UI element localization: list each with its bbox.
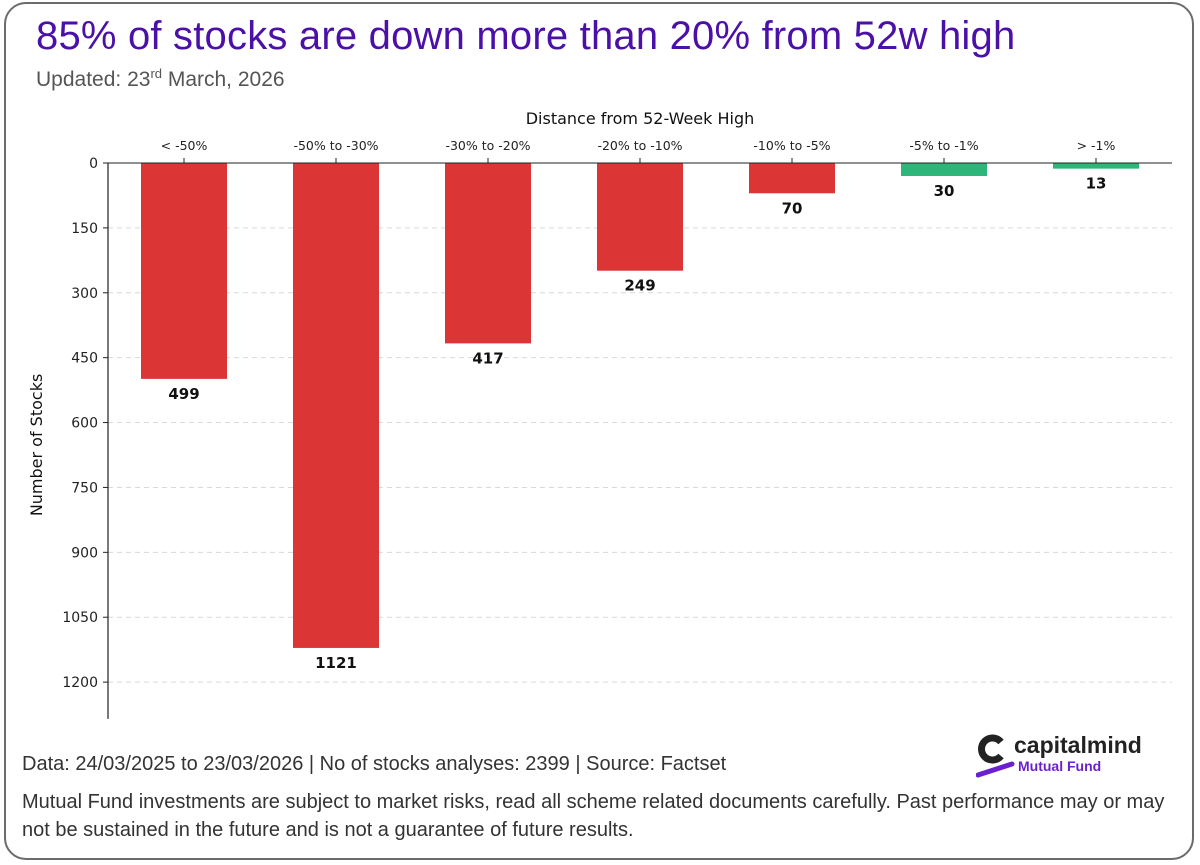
capitalmind-logo-icon — [978, 734, 1004, 764]
chart-card — [4, 2, 1194, 860]
updated-prefix: Updated: 23 — [36, 68, 151, 91]
bar-value-label: 1121 — [315, 654, 357, 672]
bar — [445, 163, 531, 344]
disclaimer-text: Mutual Fund investments are subject to m… — [22, 791, 1165, 841]
bar — [1053, 163, 1139, 169]
bar — [749, 163, 835, 194]
x-tick-label: -10% to -5% — [753, 138, 830, 153]
brand-name: capitalmind — [1014, 732, 1142, 758]
updated-suffix: March, 2026 — [162, 68, 285, 91]
bar-value-label: 417 — [472, 349, 503, 367]
bar-value-label: 249 — [624, 277, 655, 295]
bar-value-label: 30 — [934, 182, 955, 200]
bar — [141, 163, 227, 379]
y-tick-label: 600 — [71, 416, 98, 432]
capitalmind-logo: capitalmind Mutual Fund — [976, 730, 1176, 780]
y-tick-label: 1050 — [62, 610, 98, 626]
bar-value-label: 70 — [782, 199, 803, 217]
y-axis-title: Number of Stocks — [27, 374, 46, 516]
bar-value-label: 499 — [168, 385, 199, 403]
y-tick-label: 900 — [71, 545, 98, 561]
y-tick-label: 300 — [71, 286, 98, 302]
data-source-note: Data: 24/03/2025 to 23/03/2026 | No of s… — [22, 753, 727, 775]
bar — [597, 163, 683, 271]
updated-date: Updated: 23rd March, 2026 — [36, 66, 285, 92]
x-tick-label: -5% to -1% — [909, 138, 978, 153]
y-tick-label: 1200 — [62, 675, 98, 691]
x-tick-label: -20% to -10% — [597, 138, 682, 153]
bar — [901, 163, 987, 176]
x-tick-label: < -50% — [161, 138, 208, 153]
y-tick-label: 0 — [89, 156, 98, 172]
y-tick-label: 450 — [71, 351, 98, 367]
updated-ordinal: rd — [150, 66, 162, 81]
x-tick-label: > -1% — [1077, 138, 1116, 153]
bar — [293, 163, 379, 648]
page-title: 85% of stocks are down more than 20% fro… — [36, 14, 1016, 58]
x-axis-title: Distance from 52-Week High — [526, 109, 755, 128]
y-tick-label: 750 — [71, 480, 98, 496]
x-tick-label: -50% to -30% — [293, 138, 378, 153]
bar-value-label: 13 — [1086, 175, 1107, 193]
brand-sub: Mutual Fund — [1018, 758, 1102, 774]
x-tick-label: -30% to -20% — [445, 138, 530, 153]
brand-swoosh-icon — [976, 761, 1015, 778]
y-tick-label: 150 — [71, 221, 98, 237]
